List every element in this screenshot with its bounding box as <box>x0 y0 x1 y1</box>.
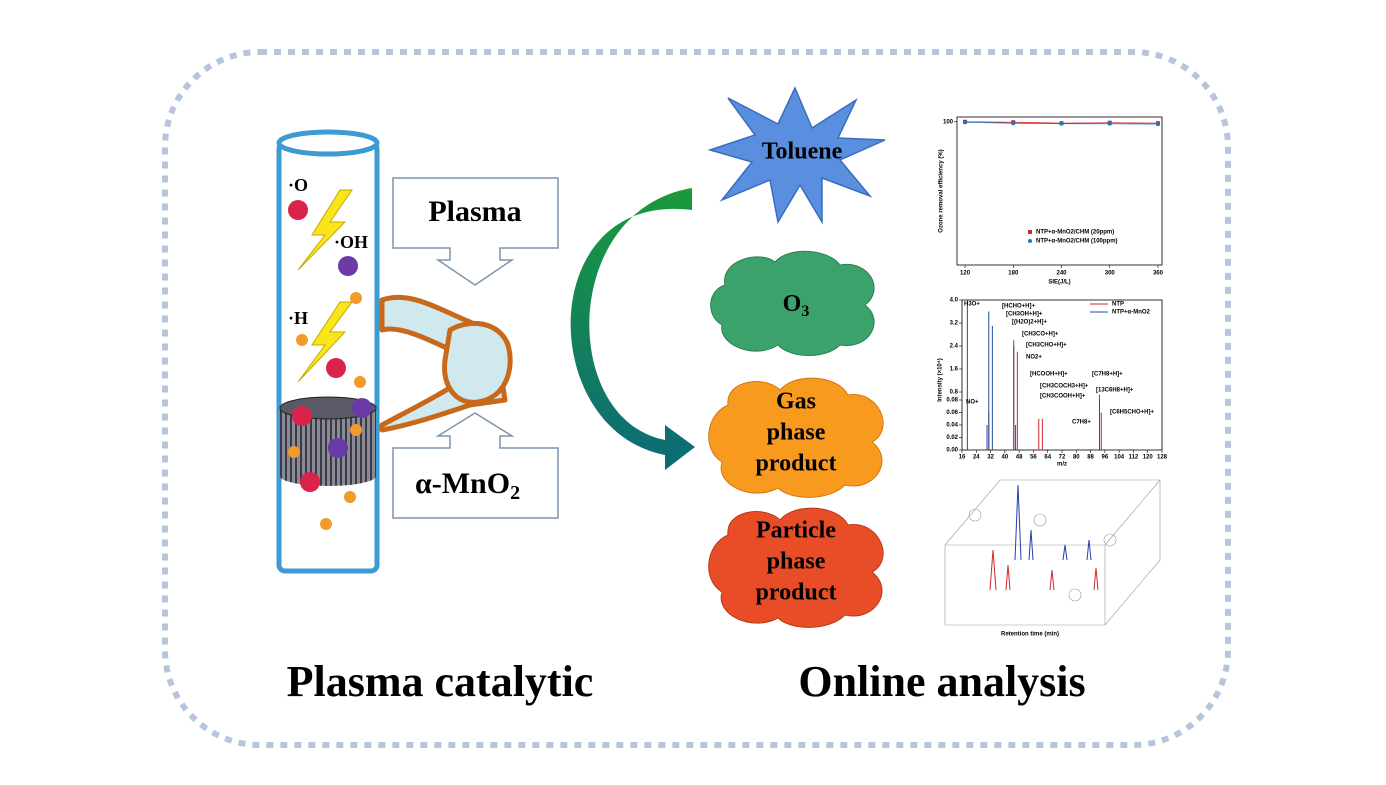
radical-label: ·OH <box>334 232 368 252</box>
peak-label: [CH3COOH+H]+ <box>1040 394 1086 400</box>
y-tick-label: 0.08 <box>946 398 958 404</box>
y-tick-label: 2.4 <box>950 344 959 350</box>
x-tick-label: 112 <box>1129 455 1139 461</box>
x-tick-label: 120 <box>1143 455 1154 461</box>
species-label: product <box>756 580 837 606</box>
peak-label: [HCOOH+H]+ <box>1030 372 1068 378</box>
ozone-sub: 3 <box>801 303 809 320</box>
peak-label: [HCHO+H]+ <box>1002 304 1035 310</box>
species-label: phase <box>767 420 826 446</box>
radical-label: ·O <box>288 175 308 195</box>
legend-swatch <box>1028 239 1032 243</box>
peak-label: [13C6H8+H]+ <box>1096 388 1134 394</box>
chromatogram-3d <box>944 479 1161 626</box>
plot-frame <box>956 116 1163 266</box>
peak-label: H3O+ <box>964 302 980 308</box>
x-tick-label: 128 <box>1157 455 1168 461</box>
catalyst-main: α-MnO <box>415 467 510 500</box>
axis-label: m/z <box>1057 462 1067 468</box>
x-tick-label: 40 <box>1002 455 1009 461</box>
y-tick-label: 1.6 <box>950 367 959 373</box>
y-tick-label: 0.8 <box>950 390 959 396</box>
x-tick-label: 88 <box>1087 455 1094 461</box>
species-label: product <box>756 451 837 477</box>
reactor-tube <box>276 129 380 574</box>
point <box>1011 121 1016 126</box>
species-label: phase <box>767 549 826 575</box>
x-tick-label: 360 <box>1153 271 1164 277</box>
ozone-main: O <box>783 291 802 317</box>
species-label: Toluene <box>762 139 843 165</box>
catalyst-sub: 2 <box>510 482 520 504</box>
catalyst-label: α-MnO2 <box>415 467 520 504</box>
x-tick-label: 24 <box>973 455 980 461</box>
x-tick-label: 180 <box>1008 271 1019 277</box>
flow-arrow <box>570 188 695 470</box>
legend-label: NTP+α-MnO2/CHM (100ppm) <box>1036 239 1118 245</box>
peak-label: [CH3COCH3+H]+ <box>1040 384 1089 390</box>
x-tick-label: 96 <box>1102 455 1109 461</box>
peak-label: [CH3CO+H]+ <box>1022 332 1059 338</box>
y-tick-label: 0.00 <box>946 448 958 454</box>
x-tick-label: 56 <box>1030 455 1037 461</box>
radical-label: ·H <box>288 308 308 328</box>
peak-label: [(H2O)2+H]+ <box>1012 320 1048 326</box>
plot-frame <box>961 299 1163 451</box>
toluene-star <box>707 86 886 225</box>
peak-label: [C7H8+H]+ <box>1092 372 1123 378</box>
peak-label: [CH3CHO+H]+ <box>1026 343 1067 349</box>
axis-label: Retention time (min) <box>1001 632 1059 638</box>
x-tick-label: 104 <box>1114 455 1125 461</box>
peak-label: NO+ <box>966 400 979 406</box>
point <box>1107 121 1112 126</box>
legend-swatch <box>1028 230 1032 234</box>
species-label: Gas <box>776 389 816 415</box>
species-label: O3 <box>783 291 810 320</box>
peak-label: C7H8+ <box>1072 420 1091 426</box>
x-tick-label: 120 <box>960 271 971 277</box>
axis-label: Ozone removal efficiency (%) <box>939 149 945 232</box>
x-tick-label: 64 <box>1044 455 1051 461</box>
y-tick-label: 0.02 <box>946 435 958 441</box>
x-tick-label: 72 <box>1059 455 1066 461</box>
section-title: Online analysis <box>798 657 1085 706</box>
y-tick-label: 3.2 <box>950 321 959 327</box>
y-tick-label: 0.04 <box>946 423 958 429</box>
handshake-icon <box>379 294 513 433</box>
species-label: Particle <box>756 518 836 544</box>
y-tick-label: 100 <box>943 119 954 125</box>
peak-label: NO2+ <box>1026 355 1042 361</box>
ozone-cloud <box>710 250 875 356</box>
peak-label: [CH3OH+H]+ <box>1006 312 1043 318</box>
legend-label: NTP <box>1112 302 1124 308</box>
x-tick-label: 16 <box>959 455 966 461</box>
dashed-frame <box>162 49 1231 748</box>
y-tick-label: 4.0 <box>950 298 959 304</box>
axis-label: Intensity (×10⁴) <box>938 358 944 401</box>
point <box>1059 121 1064 126</box>
catalyst-arrow <box>392 412 559 519</box>
point <box>1155 122 1160 127</box>
y-tick-label: 0.06 <box>946 410 958 416</box>
x-tick-label: 32 <box>987 455 994 461</box>
section-title: Plasma catalytic <box>287 657 594 706</box>
gas-cloud <box>708 377 884 498</box>
legend-label: NTP+α-MnO2/CHM (20ppm) <box>1036 230 1114 236</box>
plasma-label: Plasma <box>428 195 521 228</box>
x-tick-label: 80 <box>1073 455 1080 461</box>
x-tick-label: 48 <box>1016 455 1023 461</box>
peak-label: [C6H5CHO+H]+ <box>1110 410 1155 416</box>
axis-label: SIE(J/L) <box>1048 280 1070 286</box>
plasma-arrow <box>392 177 559 286</box>
legend-label: NTP+α-MnO2 <box>1112 310 1151 316</box>
point <box>963 120 968 125</box>
particle-cloud <box>708 507 884 628</box>
x-tick-label: 300 <box>1105 271 1116 277</box>
x-tick-label: 240 <box>1057 271 1068 277</box>
